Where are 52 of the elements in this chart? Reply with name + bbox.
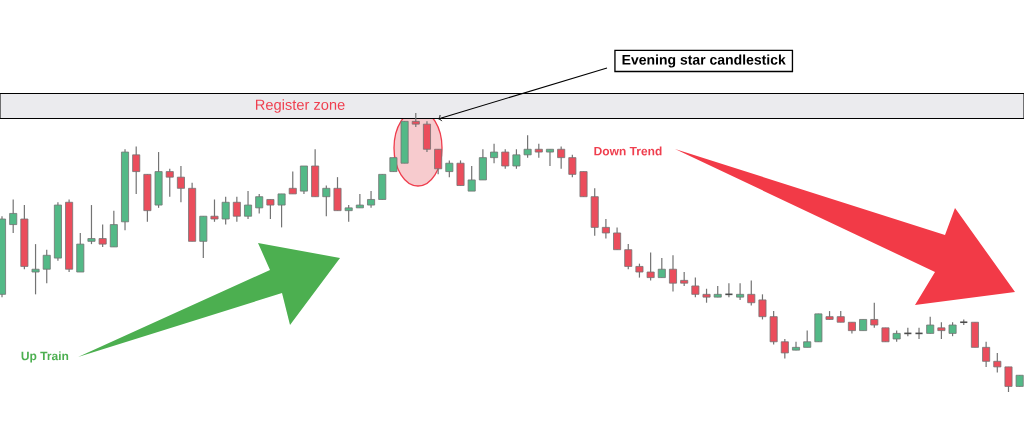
candlestick — [288, 170, 297, 195]
candlestick — [657, 257, 666, 279]
candlestick — [478, 148, 487, 181]
candlestick — [870, 302, 879, 329]
candlestick — [624, 243, 633, 270]
candlestick — [646, 251, 655, 281]
candlestick — [467, 165, 476, 192]
candlestick — [456, 159, 465, 187]
annotation: Up Train — [21, 351, 69, 363]
text: Evening star candlestick — [622, 54, 786, 68]
candlestick — [691, 277, 700, 298]
candlestick — [546, 148, 554, 167]
candlestick — [277, 193, 286, 228]
candlestick — [367, 190, 376, 209]
candlestick — [109, 210, 118, 248]
candlestick — [31, 243, 40, 295]
candlestick — [434, 148, 443, 175]
candlestick — [165, 168, 174, 198]
candlestick — [747, 279, 756, 307]
candlestick — [132, 145, 141, 195]
annotation: Down Trend — [594, 146, 662, 156]
candlestick — [792, 341, 800, 351]
candlestick — [42, 249, 51, 284]
candlestick — [355, 193, 364, 209]
candlestick — [210, 198, 219, 223]
candlestick — [669, 254, 677, 293]
candlestick — [557, 145, 566, 170]
candlestick — [221, 196, 230, 226]
candlestick — [333, 176, 342, 212]
candlestick — [780, 338, 789, 360]
candlestick — [176, 165, 185, 203]
candlestick — [736, 282, 745, 301]
candlestick — [322, 184, 331, 217]
candlestick — [87, 204, 96, 245]
candlestick — [98, 223, 107, 248]
candlestick — [982, 341, 991, 368]
candlestick — [1004, 366, 1013, 393]
candlestick — [501, 148, 510, 170]
candlestick — [568, 154, 577, 178]
candlestick — [244, 190, 253, 220]
candlestick — [232, 196, 241, 223]
candlestick — [9, 198, 18, 234]
candlestick — [523, 134, 532, 159]
candlestick — [490, 143, 499, 164]
candlestick — [613, 226, 622, 251]
candlestick — [758, 293, 767, 321]
candlestick — [255, 193, 264, 215]
candlestick — [993, 352, 1002, 374]
band-label: Register zone — [255, 99, 345, 113]
candlestick — [512, 148, 521, 170]
candlestick — [266, 198, 275, 220]
candlestick — [601, 218, 610, 240]
